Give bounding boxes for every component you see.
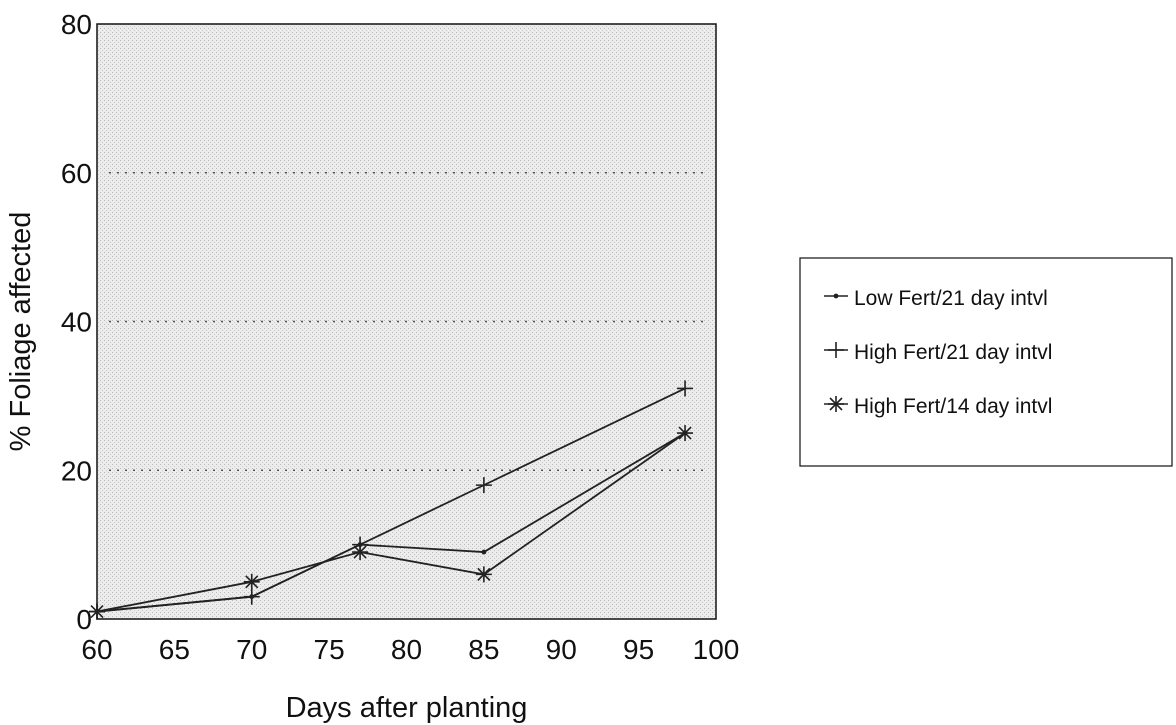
y-tick-label: 20 bbox=[61, 455, 92, 486]
x-axis-title: Days after planting bbox=[286, 692, 528, 724]
x-tick-label: 75 bbox=[314, 634, 345, 665]
legend-item: High Fert/14 day intvl bbox=[824, 395, 1052, 418]
y-axis-title: % Foliage affected bbox=[5, 212, 37, 452]
legend-item: High Fert/21 day intvl bbox=[824, 341, 1052, 364]
data-point bbox=[89, 603, 105, 620]
y-tick-label: 40 bbox=[61, 307, 92, 338]
legend-box bbox=[799, 257, 1173, 467]
legend-label: High Fert/14 day intvl bbox=[854, 395, 1052, 418]
data-series bbox=[89, 380, 694, 620]
x-tick-label: 70 bbox=[236, 634, 267, 665]
y-tick-label: 0 bbox=[76, 604, 92, 635]
data-point bbox=[481, 549, 487, 555]
data-point bbox=[475, 566, 492, 583]
data-point bbox=[243, 573, 260, 590]
data-point bbox=[677, 425, 694, 442]
x-tick-label: 60 bbox=[81, 634, 112, 665]
data-point bbox=[677, 380, 694, 397]
legend-marker bbox=[833, 293, 839, 299]
x-tick-label: 90 bbox=[546, 634, 577, 665]
series-3 bbox=[89, 425, 694, 620]
x-tick-label: 95 bbox=[623, 634, 654, 665]
legend: Low Fert/21 day intvl High Fert/21 day in… bbox=[799, 257, 1173, 467]
legend-marker bbox=[828, 342, 844, 358]
data-point bbox=[352, 544, 369, 561]
data-point bbox=[475, 477, 492, 494]
x-tick-label: 80 bbox=[391, 634, 422, 665]
axis-ticks: 60 65 70 75 80 85 90 95 100 0 20 40 60 80 bbox=[61, 9, 740, 665]
legend-label: Low Fert/21 day intvl bbox=[854, 287, 1048, 310]
data-point bbox=[243, 588, 260, 605]
legend-item: Low Fert/21 day intvl bbox=[824, 287, 1048, 310]
x-tick-label: 100 bbox=[693, 634, 740, 665]
legend-label: High Fert/21 day intvl bbox=[854, 341, 1052, 364]
y-tick-label: 80 bbox=[61, 9, 92, 40]
legend-marker bbox=[828, 396, 844, 412]
x-tick-label: 85 bbox=[468, 634, 499, 665]
x-tick-label: 65 bbox=[159, 634, 190, 665]
y-tick-label: 60 bbox=[61, 158, 92, 189]
gridlines bbox=[109, 172, 706, 471]
